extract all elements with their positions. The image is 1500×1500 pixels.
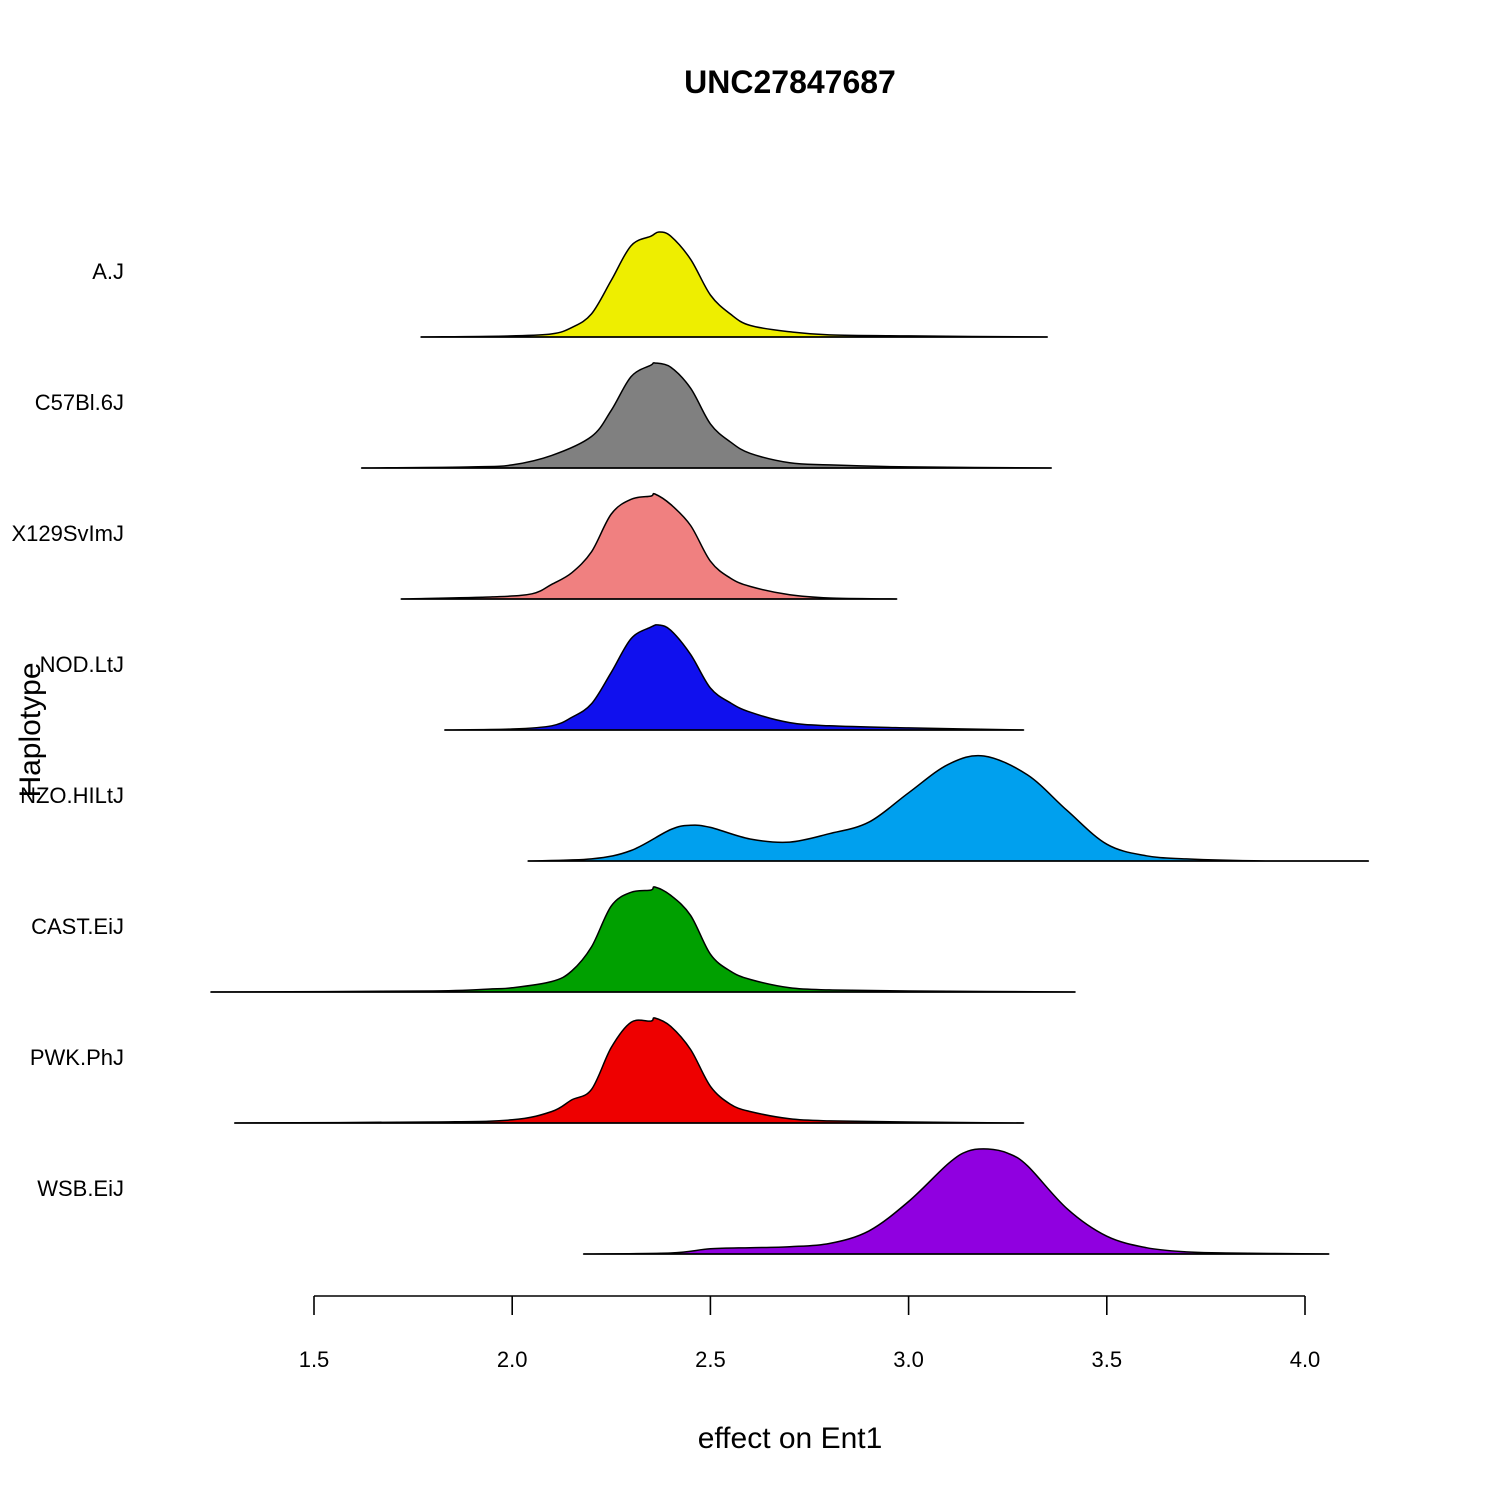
x-tick-label-2: 2.5 — [695, 1347, 726, 1372]
density-cast-eij — [210, 886, 1076, 993]
density-x129svimj — [400, 492, 898, 600]
row-label-pwk-phj: PWK.PhJ — [30, 1045, 124, 1070]
density-a-j — [420, 231, 1049, 338]
x-axis: 1.5 2.0 2.5 3.0 3.5 4.0 — [299, 1295, 1321, 1372]
density-nod-ltj — [444, 624, 1025, 731]
row-label-nzo-hiltj: NZO.HILtJ — [20, 783, 124, 808]
y-axis-title: Haplotype — [14, 662, 47, 797]
row-label-c57bl-6j: C57Bl.6J — [35, 390, 124, 415]
density-ridges — [210, 231, 1370, 1255]
x-tick-label-1: 2.0 — [497, 1347, 528, 1372]
row-label-wsb-eij: WSB.EiJ — [37, 1176, 124, 1201]
density-nzo-hiltj — [527, 754, 1370, 862]
row-label-a-j: A.J — [92, 259, 124, 284]
x-tick-label-3: 3.0 — [893, 1347, 924, 1372]
density-pwk-phj — [233, 1017, 1025, 1124]
x-tick-label-5: 4.0 — [1290, 1347, 1321, 1372]
row-label-cast-eij: CAST.EiJ — [31, 914, 124, 939]
row-label-x129svimj: X129SvImJ — [12, 521, 125, 546]
x-axis-title: effect on Ent1 — [698, 1422, 883, 1455]
row-label-nod-ltj: NOD.LtJ — [40, 652, 124, 677]
x-tick-label-0: 1.5 — [299, 1347, 330, 1372]
x-tick-label-4: 3.5 — [1092, 1347, 1123, 1372]
haplotype-labels: A.J C57Bl.6J X129SvImJ NOD.LtJ NZO.HILtJ CAST… — [12, 259, 125, 1201]
density-wsb-eij — [582, 1148, 1330, 1255]
chart-title: UNC27847687 — [684, 64, 896, 100]
density-c57bl-6j — [360, 362, 1053, 469]
